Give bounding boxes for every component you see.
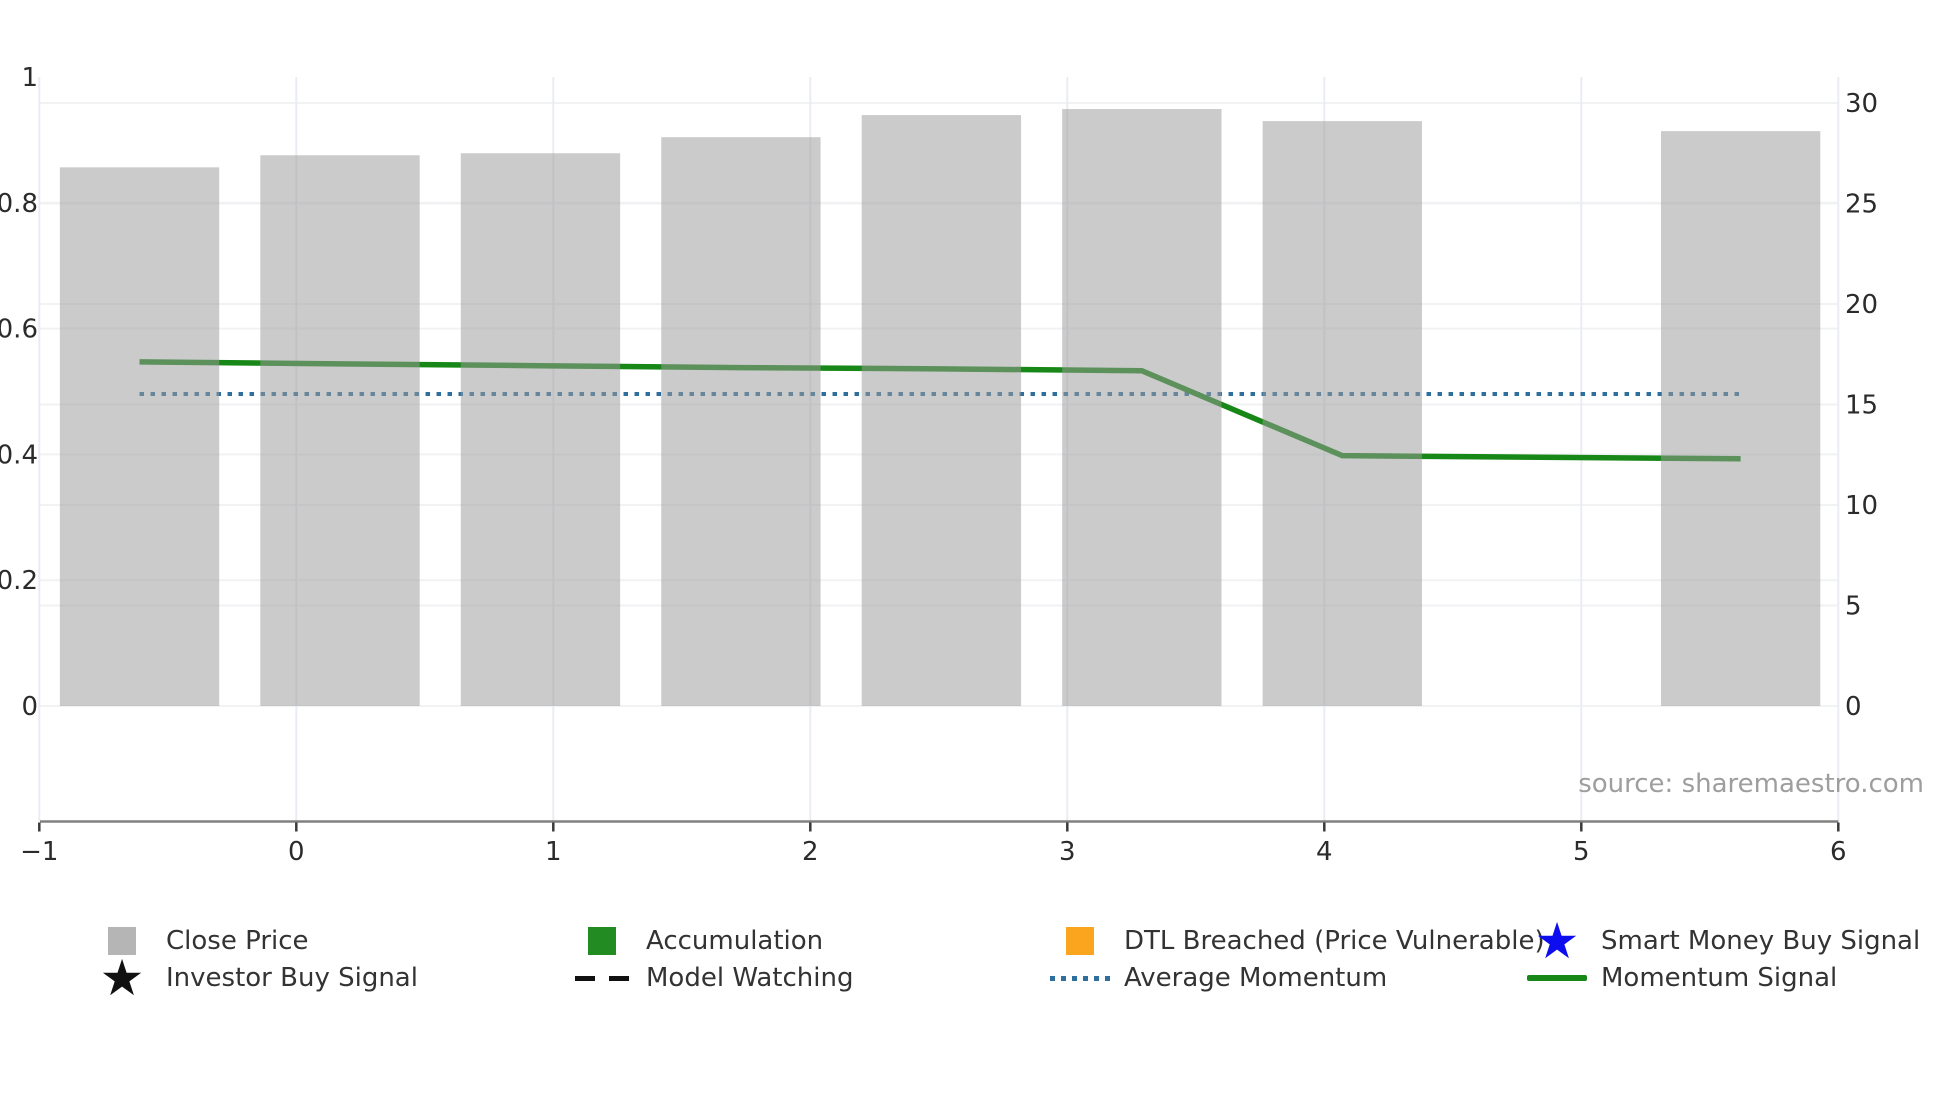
close-price-bar — [1262, 121, 1422, 707]
x-axis-tick-label: 3 — [1059, 837, 1076, 867]
left-axis-tick-label: 0.2 — [0, 566, 38, 596]
close-price-bar — [59, 167, 220, 706]
right-axis-tick-label: 10 — [1845, 491, 1878, 521]
right-axis-tick-label: 0 — [1845, 692, 1862, 722]
close-price-bar — [861, 115, 1022, 706]
left-axis-tick-label: 0.4 — [0, 440, 38, 470]
close-price-bar — [260, 155, 420, 706]
left-axis-tick-label: 0.6 — [0, 315, 38, 345]
left-axis-tick-label: 0 — [21, 692, 38, 722]
left-axis-tick-label: 0.8 — [0, 189, 38, 219]
right-axis-tick-label: 20 — [1845, 290, 1878, 320]
right-axis-tick-label: 25 — [1845, 190, 1878, 220]
x-axis-tick-label: 2 — [802, 837, 819, 867]
right-axis-tick-label: 5 — [1845, 592, 1862, 622]
close-price-bar — [460, 153, 621, 706]
right-axis-tick-label: 30 — [1845, 89, 1878, 119]
source-credit: source: sharemaestro.com — [1578, 769, 1924, 799]
x-axis-tick-label: 1 — [545, 837, 562, 867]
close-price-bar — [1062, 109, 1222, 706]
x-axis-tick-label: 6 — [1830, 837, 1847, 867]
x-axis-tick-label: 4 — [1316, 837, 1333, 867]
x-axis-tick-label: 0 — [288, 837, 305, 867]
x-axis-tick-label: 5 — [1573, 837, 1590, 867]
x-axis-tick-label: −1 — [20, 837, 58, 867]
close-price-bar — [1660, 131, 1821, 706]
left-axis-tick-label: 1 — [21, 63, 38, 93]
right-axis-tick-label: 15 — [1845, 391, 1878, 421]
close-price-bar — [661, 137, 821, 707]
